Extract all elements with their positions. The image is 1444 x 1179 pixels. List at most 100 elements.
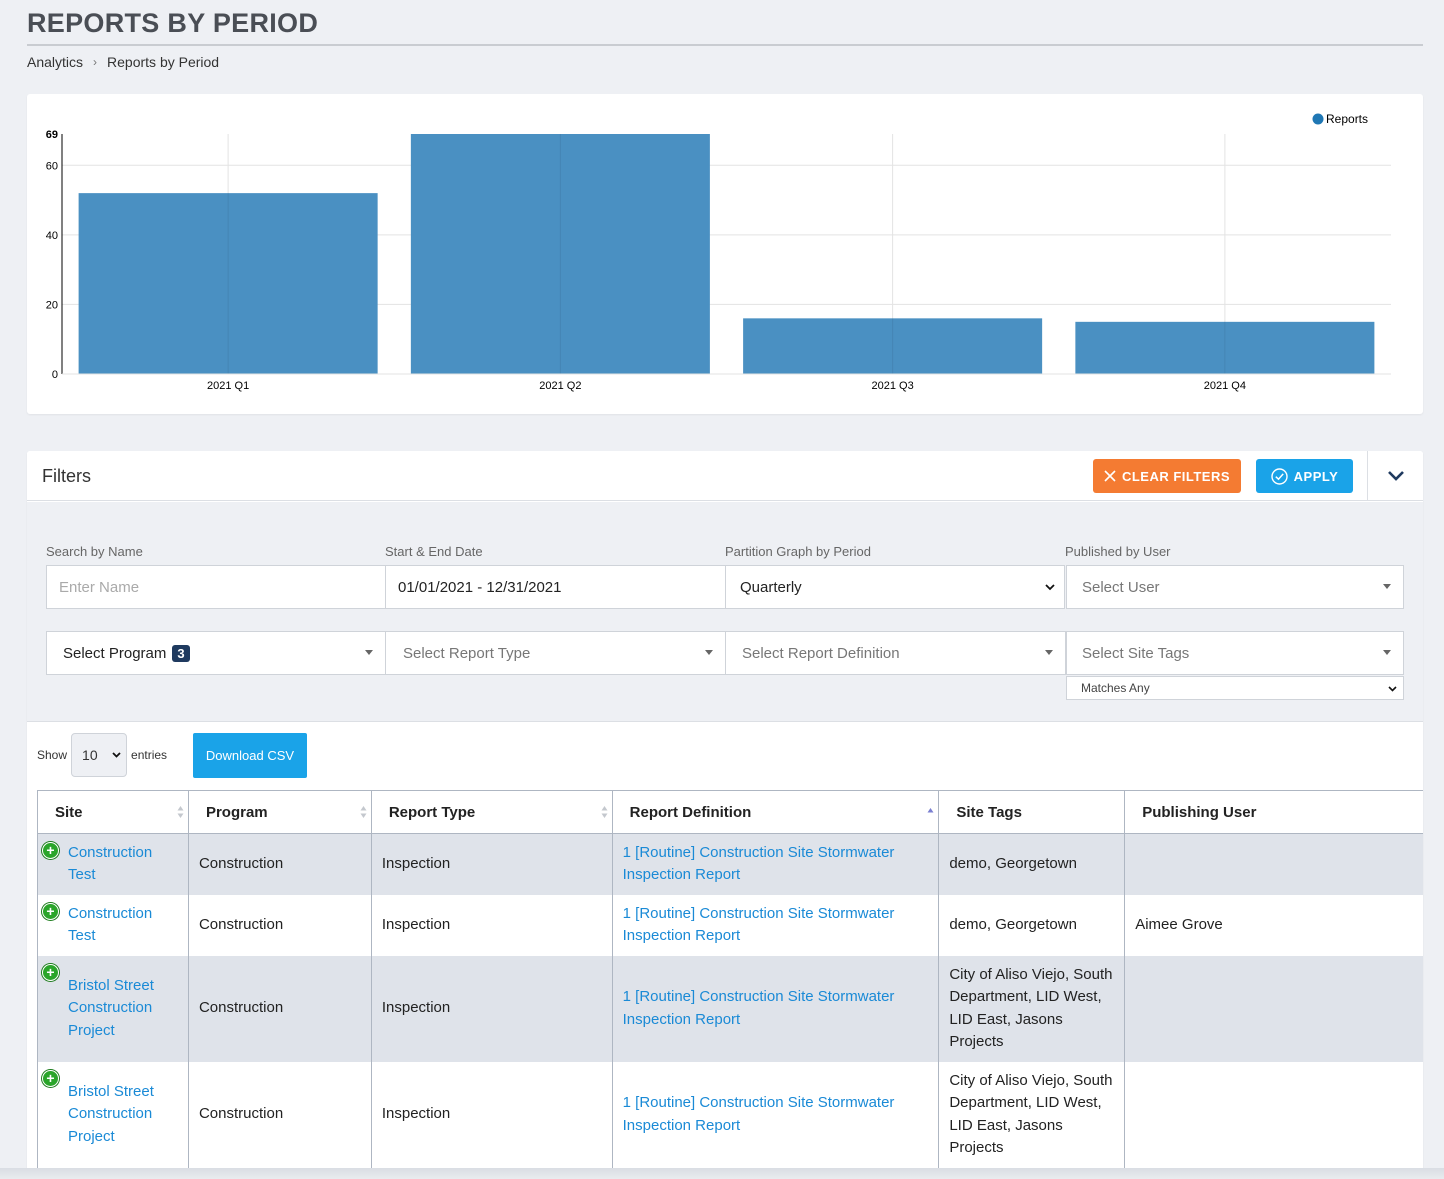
report-definition-placeholder: Select Report Definition <box>742 644 900 662</box>
expand-row-plus-icon[interactable]: + <box>42 842 59 859</box>
breadcrumb-separator-icon: › <box>93 55 98 69</box>
x-tick-label: 2021 Q3 <box>872 380 914 392</box>
site-tags-placeholder: Select Site Tags <box>1082 644 1190 662</box>
column-header-site[interactable]: Site <box>37 790 189 834</box>
report-definition-link[interactable]: 1 [Routine] Construction Site Stormwater… <box>622 988 895 1028</box>
expand-row-plus-icon[interactable]: + <box>42 902 59 920</box>
download-csv-button[interactable]: Download CSV <box>193 733 307 778</box>
publishing-user-cell <box>1124 1061 1423 1168</box>
report-type-cell: Inspection <box>370 894 613 956</box>
entries-select[interactable]: 10 <box>71 733 128 777</box>
report-definition-cell: 1 [Routine] Construction Site Stormwater… <box>611 1061 940 1168</box>
x-tick-label: 2021 Q1 <box>207 380 249 392</box>
column-header-report-type[interactable]: Report Type <box>370 790 613 834</box>
user-select-placeholder: Select User <box>1082 578 1160 596</box>
caret-down-icon <box>1383 584 1391 589</box>
filters-body: Search by Name Start & End Date Partitio… <box>27 502 1423 722</box>
caret-down-icon <box>1045 650 1053 655</box>
search-input[interactable]: Enter Name <box>46 565 386 609</box>
bar-2021-q1 <box>78 193 378 374</box>
filters-panel: Filters CLEAR FILTERS APPLY Search by Na… <box>27 451 1423 1179</box>
report-definition-cell: 1 [Routine] Construction Site Stormwater… <box>611 894 940 956</box>
report-definition-link[interactable]: 1 [Routine] Construction Site Stormwater… <box>622 1094 895 1134</box>
apply-label: APPLY <box>1293 468 1339 484</box>
column-header-program[interactable]: Program <box>187 790 372 834</box>
report-type-placeholder: Select Report Type <box>403 644 531 662</box>
caret-down-icon <box>705 650 713 655</box>
y-tick-label: 40 <box>46 230 58 242</box>
entries-select-value: 10 <box>82 747 98 763</box>
site-cell: + Construction Test <box>37 894 189 956</box>
filters-title: Filters <box>42 466 91 486</box>
publishing-user-cell <box>1124 833 1423 895</box>
report-definition-select[interactable]: Select Report Definition <box>725 631 1066 675</box>
breadcrumb-item-current: Reports by Period <box>107 54 220 70</box>
table-row: + Bristol Street Construction Project Co… <box>37 955 1423 1062</box>
sort-both-icon <box>177 806 184 818</box>
user-label: Published by User <box>1065 544 1171 559</box>
filters-header: Filters CLEAR FILTERS APPLY <box>27 451 1423 501</box>
table-row: + Construction Test Construction Inspect… <box>37 894 1423 956</box>
report-definition-link[interactable]: 1 [Routine] Construction Site Stormwater… <box>622 904 895 945</box>
expand-row-plus-icon[interactable]: + <box>42 963 59 981</box>
site-link[interactable]: Construction Test <box>68 843 153 884</box>
y-tick-label: 20 <box>46 299 58 311</box>
table-header-row: Site Program Report Type Report Definiti… <box>37 790 1423 834</box>
report-type-select[interactable]: Select Report Type <box>385 631 726 675</box>
date-label: Start & End Date <box>385 544 483 559</box>
y-tick-label: 0 <box>52 369 58 381</box>
column-header-publishing-user: Publishing User <box>1124 790 1423 834</box>
clear-filters-button[interactable]: CLEAR FILTERS <box>1093 459 1241 493</box>
program-select[interactable]: Select Program 3 <box>46 631 386 675</box>
breadcrumb-item-analytics[interactable]: Analytics <box>27 54 84 70</box>
column-header-label: Site <box>55 803 83 821</box>
chevron-down-icon <box>112 752 121 758</box>
sort-asc-icon <box>927 808 934 813</box>
tag-match-value: Matches Any <box>1081 681 1150 695</box>
user-select[interactable]: Select User <box>1066 565 1404 609</box>
apply-button[interactable]: APPLY <box>1256 459 1353 493</box>
bar-2021-q2 <box>410 134 710 374</box>
close-icon <box>1104 470 1116 482</box>
site-link[interactable]: Bristol Street Construction Project <box>68 1082 154 1145</box>
chart-card: 0 20 40 60 69 2021 Q1 2021 Q2 2021 Q3 2021 Q4 Rep… <box>27 94 1423 414</box>
column-header-report-definition[interactable]: Report Definition <box>611 790 940 834</box>
bar-2021-q4 <box>1075 321 1375 374</box>
report-definition-link[interactable]: 1 [Routine] Construction Site Stormwater… <box>622 843 895 884</box>
site-link[interactable]: Construction Test <box>68 904 153 945</box>
site-link[interactable]: Bristol Street Construction Project <box>68 976 154 1039</box>
collapse-toggle[interactable] <box>1367 451 1423 501</box>
check-circle-icon <box>1270 467 1288 485</box>
clear-filters-label: CLEAR FILTERS <box>1121 468 1231 484</box>
period-select-value: Quarterly <box>740 578 802 596</box>
report-definition-cell: 1 [Routine] Construction Site Stormwater… <box>611 955 940 1062</box>
title-divider <box>27 44 1423 46</box>
legend-marker <box>1312 113 1324 125</box>
program-select-placeholder: Select Program <box>63 644 167 662</box>
column-header-label: Report Type <box>388 803 476 821</box>
x-tick-label: 2021 Q4 <box>1204 380 1246 392</box>
tag-match-select[interactable]: Matches Any <box>1066 676 1404 700</box>
entries-label: entries <box>131 748 168 762</box>
site-tags-select[interactable]: Select Site Tags <box>1066 631 1404 675</box>
expand-row-plus-icon[interactable]: + <box>42 1069 59 1087</box>
report-type-cell: Inspection <box>370 1061 613 1168</box>
report-definition-cell: 1 [Routine] Construction Site Stormwater… <box>611 833 940 895</box>
period-label: Partition Graph by Period <box>725 544 871 559</box>
column-header-label: Report Definition <box>629 803 752 821</box>
column-header-site-tags: Site Tags <box>938 790 1126 834</box>
bottom-edge-shadow <box>0 1168 1444 1179</box>
results-table: Site Program Report Type Report Definiti… <box>37 790 1423 1179</box>
chevron-down-icon <box>1388 686 1397 692</box>
chevron-down-icon <box>1045 584 1055 591</box>
y-tick-label: 69 <box>46 129 58 141</box>
site-cell: + Bristol Street Construction Project <box>37 1061 189 1168</box>
program-count-badge: 3 <box>172 644 190 662</box>
bar-2021-q3 <box>743 318 1043 374</box>
date-range-field[interactable]: 01/01/2021 - 12/31/2021 <box>385 565 726 609</box>
y-tick-label: 60 <box>46 160 58 172</box>
x-tick-label: 2021 Q2 <box>539 380 581 392</box>
period-select[interactable]: Quarterly <box>725 565 1065 609</box>
legend-label: Reports <box>1326 112 1368 126</box>
column-header-label: Site Tags <box>956 803 1022 821</box>
